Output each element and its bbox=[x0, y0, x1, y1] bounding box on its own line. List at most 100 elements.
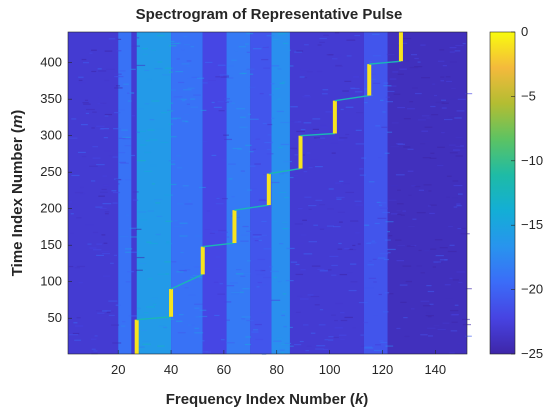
noise-fleck bbox=[216, 197, 220, 200]
noise-fleck bbox=[178, 313, 184, 316]
noise-fleck bbox=[136, 256, 145, 259]
noise-fleck bbox=[247, 189, 252, 191]
noise-fleck bbox=[387, 90, 395, 93]
noise-fleck bbox=[429, 212, 435, 215]
noise-fleck bbox=[458, 227, 466, 230]
noise-fleck bbox=[154, 67, 163, 70]
y-tick-label: 50 bbox=[48, 310, 62, 325]
noise-fleck bbox=[231, 196, 235, 198]
noise-fleck bbox=[89, 247, 97, 249]
colorbar-tick-label: −15 bbox=[521, 217, 543, 232]
noise-fleck bbox=[151, 49, 156, 51]
noise-fleck bbox=[430, 105, 436, 108]
noise-fleck bbox=[142, 340, 151, 342]
noise-fleck bbox=[312, 128, 320, 130]
noise-fleck bbox=[118, 109, 126, 111]
noise-fleck bbox=[226, 285, 235, 287]
noise-fleck bbox=[345, 106, 354, 108]
noise-fleck bbox=[137, 211, 147, 213]
noise-fleck bbox=[338, 221, 343, 223]
noise-fleck bbox=[236, 269, 242, 271]
noise-fleck bbox=[81, 155, 87, 158]
noise-fleck bbox=[144, 103, 150, 105]
noise-fleck bbox=[355, 232, 360, 234]
noise-fleck bbox=[112, 202, 118, 204]
noise-fleck bbox=[91, 348, 96, 350]
noise-fleck bbox=[263, 67, 271, 69]
noise-fleck bbox=[146, 78, 152, 81]
noise-fleck bbox=[355, 129, 362, 131]
chart-title: Spectrogram of Representative Pulse bbox=[136, 6, 403, 23]
noise-fleck bbox=[85, 224, 94, 226]
noise-fleck bbox=[369, 61, 373, 63]
noise-fleck bbox=[405, 60, 410, 62]
spectral-band bbox=[118, 32, 132, 354]
noise-fleck bbox=[454, 304, 459, 306]
noise-fleck bbox=[286, 247, 295, 250]
noise-fleck bbox=[350, 263, 357, 265]
noise-fleck bbox=[335, 54, 342, 57]
noise-fleck bbox=[125, 251, 132, 253]
noise-fleck bbox=[350, 87, 360, 90]
noise-fleck bbox=[314, 304, 320, 306]
noise-fleck bbox=[333, 336, 339, 339]
noise-fleck bbox=[303, 253, 313, 255]
noise-fleck bbox=[99, 314, 108, 317]
noise-fleck bbox=[246, 230, 252, 232]
noise-fleck bbox=[431, 114, 439, 116]
noise-fleck bbox=[96, 164, 105, 166]
noise-fleck bbox=[304, 77, 308, 79]
noise-fleck bbox=[407, 170, 414, 172]
noise-fleck bbox=[300, 234, 307, 236]
noise-fleck bbox=[306, 71, 313, 73]
noise-fleck bbox=[213, 106, 222, 108]
noise-fleck bbox=[387, 248, 396, 251]
noise-fleck bbox=[441, 99, 447, 101]
noise-fleck bbox=[137, 340, 143, 342]
noise-fleck bbox=[319, 270, 328, 272]
noise-fleck bbox=[452, 279, 459, 281]
noise-fleck bbox=[71, 118, 77, 120]
noise-fleck bbox=[421, 130, 429, 132]
noise-fleck bbox=[256, 273, 265, 276]
noise-fleck bbox=[388, 85, 397, 87]
noise-fleck bbox=[231, 291, 240, 294]
noise-fleck bbox=[385, 96, 390, 98]
noise-fleck bbox=[119, 161, 127, 164]
noise-fleck bbox=[188, 200, 192, 202]
noise-fleck bbox=[291, 148, 299, 151]
x-tick-label: 20 bbox=[111, 362, 125, 377]
noise-fleck bbox=[99, 128, 104, 130]
noise-fleck bbox=[257, 258, 266, 261]
noise-fleck bbox=[313, 137, 321, 139]
noise-fleck bbox=[306, 152, 311, 154]
noise-fleck bbox=[68, 265, 74, 268]
noise-fleck bbox=[151, 183, 156, 185]
noise-fleck bbox=[336, 196, 345, 199]
noise-fleck bbox=[130, 68, 136, 70]
noise-fleck bbox=[111, 324, 120, 326]
noise-fleck bbox=[225, 319, 230, 321]
noise-fleck bbox=[201, 351, 209, 353]
noise-fleck bbox=[143, 170, 153, 172]
noise-fleck bbox=[224, 138, 233, 141]
noise-fleck bbox=[420, 272, 425, 274]
noise-fleck bbox=[299, 298, 309, 300]
noise-fleck bbox=[236, 108, 245, 110]
noise-fleck bbox=[386, 231, 390, 233]
noise-fleck bbox=[227, 65, 235, 67]
noise-fleck bbox=[422, 305, 431, 307]
noise-fleck bbox=[316, 70, 323, 73]
noise-fleck bbox=[127, 271, 134, 273]
noise-fleck bbox=[315, 348, 324, 350]
noise-fleck bbox=[344, 80, 352, 82]
noise-fleck bbox=[306, 345, 312, 347]
noise-fleck bbox=[310, 332, 316, 334]
noise-fleck bbox=[434, 239, 443, 241]
noise-fleck bbox=[92, 157, 101, 159]
noise-fleck bbox=[158, 325, 166, 328]
noise-fleck bbox=[295, 273, 304, 276]
noise-fleck bbox=[462, 318, 470, 321]
noise-fleck bbox=[352, 327, 356, 329]
colorbar-gradient bbox=[489, 31, 516, 355]
